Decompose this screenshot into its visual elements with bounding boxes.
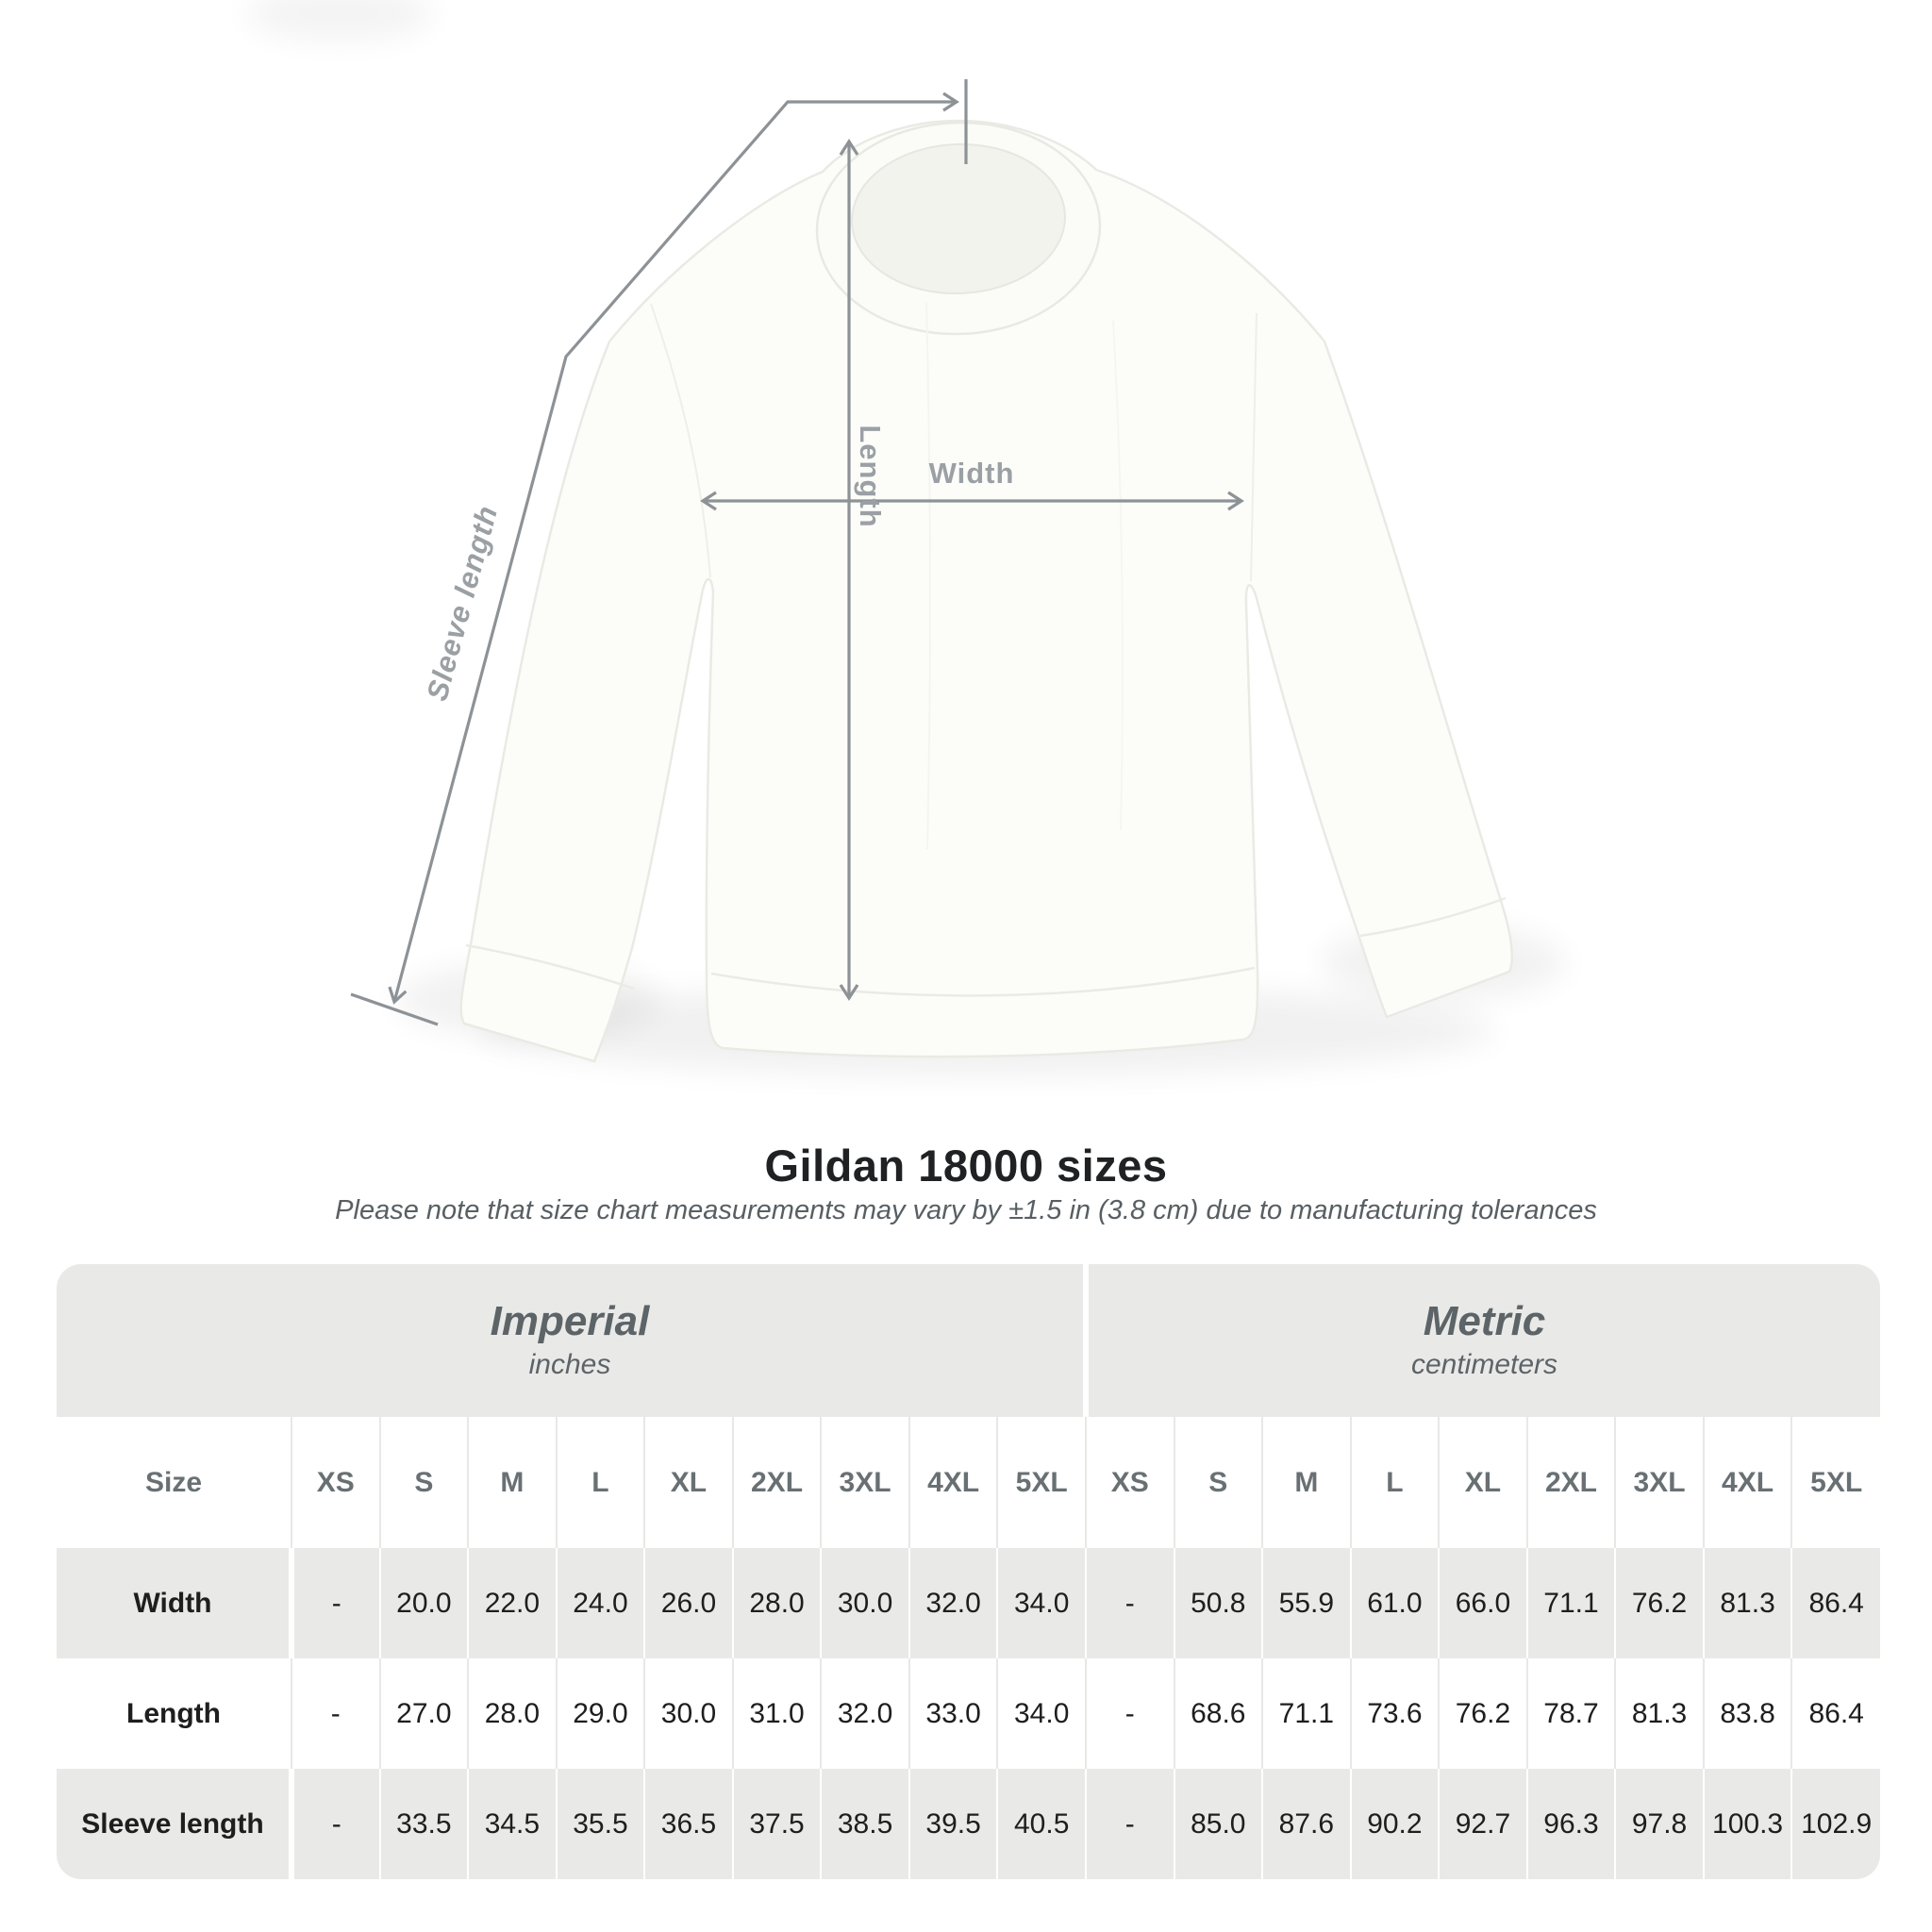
imperial-group-label: Imperial [490, 1298, 650, 1344]
size-col-header: 3XL [820, 1417, 909, 1548]
data-cell: 97.8 [1614, 1769, 1704, 1879]
data-cell: - [291, 1658, 380, 1769]
data-cell: 31.0 [731, 1658, 822, 1769]
size-col-header: 2XL [731, 1417, 822, 1548]
sweatshirt-illustration [459, 119, 1514, 1063]
row-label: Sleeve length [57, 1769, 292, 1879]
row-label: Length [57, 1658, 292, 1769]
data-cell: 85.0 [1173, 1769, 1263, 1879]
data-cell: 39.5 [908, 1769, 998, 1879]
data-cell: 20.0 [378, 1548, 469, 1658]
row-label: Width [57, 1548, 292, 1658]
size-header-row: Size XS S M L XL 2XL 3XL 4XL 5XL XS S M … [57, 1417, 1880, 1548]
cuff-tick [350, 992, 439, 1026]
data-cell: 27.0 [378, 1658, 469, 1769]
data-cell: 24.0 [555, 1548, 645, 1658]
data-cell: - [1084, 1658, 1174, 1769]
data-cell: 37.5 [731, 1769, 822, 1879]
data-cell: 35.5 [555, 1769, 645, 1879]
data-cell: 29.0 [555, 1658, 645, 1769]
data-cell: 86.4 [1790, 1548, 1880, 1658]
data-cell: 71.1 [1525, 1548, 1616, 1658]
data-cell: 38.5 [820, 1769, 909, 1879]
data-cell: 96.3 [1525, 1769, 1616, 1879]
size-col-header: M [467, 1417, 557, 1548]
data-cell: 28.0 [731, 1548, 822, 1658]
size-col-header: S [1173, 1417, 1263, 1548]
tolerance-note: Please note that size chart measurements… [335, 1195, 1597, 1225]
imperial-group-unit: inches [528, 1349, 611, 1380]
sweatshirt-diagram-svg: Length Width Sleeve length [245, 0, 1566, 1075]
data-cell: 66.0 [1438, 1548, 1527, 1658]
garment-measurement-diagram: Length Width Sleeve length [245, 0, 1566, 1075]
width-dimension-label: Width [929, 457, 1015, 490]
size-col-header: 5XL [1790, 1417, 1880, 1548]
data-cell: 81.3 [1702, 1548, 1792, 1658]
size-col-header: 2XL [1525, 1417, 1616, 1548]
measurement-arrows [350, 79, 1244, 1026]
data-cell: 32.0 [820, 1658, 909, 1769]
data-cell: 76.2 [1614, 1548, 1704, 1658]
size-col-header: 4XL [1702, 1417, 1792, 1548]
size-col-header: L [1349, 1417, 1440, 1548]
data-cell: 34.0 [996, 1658, 1086, 1769]
size-col-header: XS [1084, 1417, 1174, 1548]
size-corner-header: Size [144, 1466, 203, 1498]
size-col-header: 3XL [1614, 1417, 1704, 1548]
data-cell: - [1084, 1548, 1174, 1658]
table-row-length: Length - 27.0 28.0 29.0 30.0 31.0 32.0 3… [57, 1658, 1880, 1769]
data-cell: 73.6 [1349, 1658, 1440, 1769]
data-cell: 76.2 [1438, 1658, 1527, 1769]
data-cell: 32.0 [908, 1548, 998, 1658]
page-title: Gildan 18000 sizes [764, 1141, 1168, 1191]
length-dimension-label: Length [854, 425, 887, 527]
sleeve-length-arrow [388, 92, 959, 1005]
data-cell: 83.8 [1702, 1658, 1792, 1769]
data-cell: 50.8 [1173, 1548, 1263, 1658]
data-cell: 78.7 [1525, 1658, 1616, 1769]
data-cell: 100.3 [1702, 1769, 1792, 1879]
data-cell: 30.0 [643, 1658, 733, 1769]
data-cell: 71.1 [1261, 1658, 1351, 1769]
data-cell: 86.4 [1790, 1658, 1880, 1769]
data-cell: 34.5 [467, 1769, 557, 1879]
size-col-header: S [378, 1417, 469, 1548]
sleeve-length-dimension-label: Sleeve length [420, 502, 504, 705]
data-cell: - [1084, 1769, 1174, 1879]
table-row-sleeve-length: Sleeve length - 33.5 34.5 35.5 36.5 37.5… [57, 1769, 1880, 1879]
size-chart-table: Imperial inches Metric centimeters Size … [57, 1264, 1880, 1879]
data-cell: 87.6 [1261, 1769, 1351, 1879]
data-cell: 68.6 [1173, 1658, 1263, 1769]
size-col-header: XL [643, 1417, 733, 1548]
data-cell: 90.2 [1349, 1769, 1440, 1879]
data-cell: - [289, 1548, 380, 1658]
data-cell: 33.5 [378, 1769, 469, 1879]
size-col-header: 5XL [996, 1417, 1086, 1548]
data-cell: 28.0 [467, 1658, 557, 1769]
data-cell: 81.3 [1614, 1658, 1704, 1769]
size-col-header: L [555, 1417, 645, 1548]
data-cell: 102.9 [1790, 1769, 1880, 1879]
data-cell: 30.0 [820, 1548, 909, 1658]
imperial-group-header: Imperial inches [57, 1264, 1086, 1417]
table-row-width: Width - 20.0 22.0 24.0 26.0 28.0 30.0 32… [57, 1548, 1880, 1658]
data-cell: 61.0 [1349, 1548, 1440, 1658]
data-cell: - [289, 1769, 380, 1879]
unit-group-header-row: Imperial inches Metric centimeters [57, 1264, 1880, 1417]
metric-group-header: Metric centimeters [1082, 1264, 1880, 1417]
data-cell: 33.0 [908, 1658, 998, 1769]
data-cell: 22.0 [467, 1548, 557, 1658]
data-cell: 34.0 [996, 1548, 1086, 1658]
data-cell: 92.7 [1438, 1769, 1527, 1879]
metric-group-label: Metric [1423, 1298, 1546, 1344]
size-col-header: XS [291, 1417, 380, 1548]
size-col-header: M [1261, 1417, 1351, 1548]
data-cell: 55.9 [1261, 1548, 1351, 1658]
data-cell: 36.5 [643, 1769, 733, 1879]
data-cell: 26.0 [643, 1548, 733, 1658]
data-cell: 40.5 [996, 1769, 1086, 1879]
size-col-header: 4XL [908, 1417, 998, 1548]
size-col-header: XL [1438, 1417, 1527, 1548]
metric-group-unit: centimeters [1410, 1349, 1558, 1380]
